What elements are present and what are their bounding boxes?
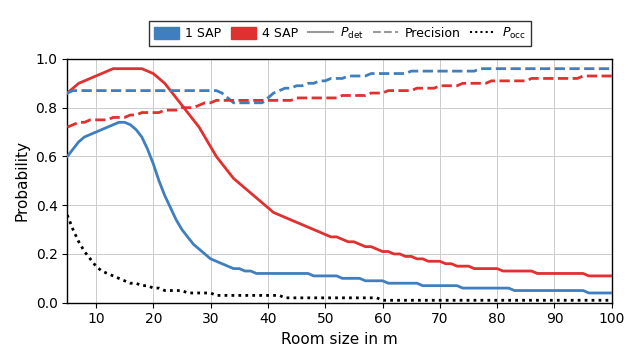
Y-axis label: Probability: Probability [15, 140, 30, 221]
Legend: 1 SAP, 4 SAP, $P_\mathrm{det}$, Precision, $P_\mathrm{occ}$: 1 SAP, 4 SAP, $P_\mathrm{det}$, Precisio… [148, 21, 531, 46]
X-axis label: Room size in m: Room size in m [281, 332, 398, 347]
